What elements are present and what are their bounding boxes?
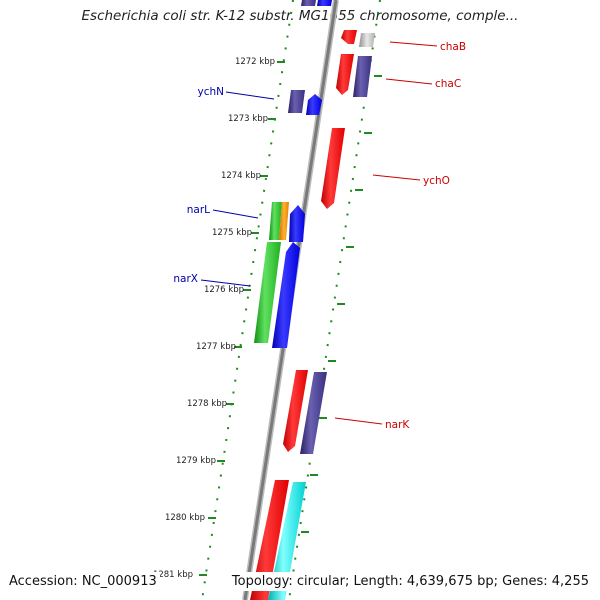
gene-bottom-red[interactable] <box>250 480 289 600</box>
ruler-tick-label: 1275 kbp <box>212 228 252 238</box>
ruler-tick-label: 1274 kbp <box>221 171 261 181</box>
gene-narK-red[interactable] <box>283 370 308 452</box>
ruler-tick-label: 1280 kbp <box>165 513 205 523</box>
gene-top-navy[interactable] <box>301 0 316 6</box>
gene-label-narX[interactable]: narX <box>173 273 198 285</box>
gene-ychO-red[interactable] <box>321 128 345 209</box>
gene-label-ychN[interactable]: ychN <box>198 86 225 98</box>
topology-summary: Topology: circular; Length: 4,639,675 bp… <box>228 572 592 591</box>
gene-narL-blue[interactable] <box>289 205 305 242</box>
gene-ychN-navy[interactable] <box>288 90 305 113</box>
gene-narX-green[interactable] <box>254 242 281 343</box>
gene-labels: ychN narL narX chaB chaC ychO narK <box>173 41 466 431</box>
gene-narX-blue[interactable] <box>272 242 300 348</box>
ruler-tick-label: 1272 kbp <box>235 57 275 67</box>
ruler-tick-label: 1277 kbp <box>196 342 236 352</box>
ruler-tick-label: 1279 kbp <box>176 456 216 466</box>
ruler-tick-label: 1273 kbp <box>228 114 268 124</box>
outer-guide-line <box>288 0 381 600</box>
gene-chaC-red[interactable] <box>336 54 354 95</box>
gene-chaB-red[interactable] <box>341 30 357 44</box>
gene-label-narL[interactable]: narL <box>187 204 210 216</box>
ruler-tick-label: 1276 kbp <box>204 285 244 295</box>
gene-label-ychO[interactable]: ychO <box>423 175 450 187</box>
outer-track-ticks <box>301 75 382 533</box>
map-title: Escherichia coli str. K-12 substr. MG165… <box>81 8 519 24</box>
ruler: 1272 kbp 1273 kbp 1274 kbp 1275 kbp 1276… <box>153 57 285 580</box>
reverse-genes <box>250 30 375 600</box>
inner-guide-line <box>201 0 294 600</box>
gene-narL-orange[interactable] <box>279 202 289 240</box>
ruler-tick-label: 1281 kbp <box>153 570 193 580</box>
gene-label-narK[interactable]: narK <box>385 419 410 431</box>
gene-label-chaC[interactable]: chaC <box>435 78 461 90</box>
gene-bottom-cyan[interactable] <box>268 482 306 600</box>
gene-narK-navy[interactable] <box>300 372 327 454</box>
gene-narL-green[interactable] <box>269 202 282 240</box>
gene-ychN-blue[interactable] <box>306 94 322 115</box>
ruler-tick-label: 1278 kbp <box>187 399 227 409</box>
gene-top-blue[interactable] <box>317 0 332 6</box>
gene-label-chaB[interactable]: chaB <box>440 41 466 53</box>
accession-text: Accession: NC_000913 <box>6 572 160 591</box>
forward-genes <box>254 0 332 600</box>
gene-chaC-navy[interactable] <box>353 56 372 97</box>
gene-chaB-gray[interactable] <box>359 33 375 47</box>
